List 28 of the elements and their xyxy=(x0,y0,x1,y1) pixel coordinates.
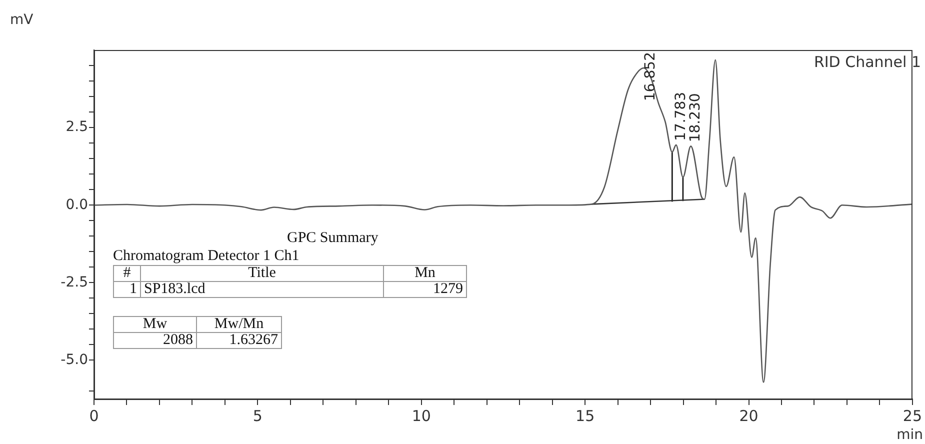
annotation: GPC Summary xyxy=(287,230,378,247)
annotation: 2088 xyxy=(114,332,196,348)
y-tick-label: 2.5 xyxy=(66,119,88,136)
x-tick-label: 0 xyxy=(89,406,99,425)
y-axis-title: mV xyxy=(10,12,34,28)
x-tick-label: 5 xyxy=(252,406,262,425)
x-tick-label: 25 xyxy=(902,406,922,425)
annotation: Mn xyxy=(384,265,466,282)
annotation: 1279 xyxy=(384,281,466,298)
annotation: SP183.lcd xyxy=(140,281,384,298)
annotation: 17.783 xyxy=(672,92,689,141)
annotation: Mw/Mn xyxy=(196,316,282,332)
annotation: Chromatogram Detector 1 Ch1 xyxy=(113,248,300,265)
annotation: RID Channel 1 xyxy=(814,53,921,71)
y-tick-label: 0.0 xyxy=(66,196,88,213)
annotation: 16.852 xyxy=(642,52,658,101)
annotation: Mw xyxy=(114,316,196,332)
y-tick-label: -5.0 xyxy=(60,352,88,368)
annotation: # xyxy=(114,265,140,282)
x-tick-label: 15 xyxy=(576,406,595,425)
x-tick-label: 20 xyxy=(739,406,758,425)
x-tick-label: 10 xyxy=(412,406,431,425)
y-tick-label: -2.5 xyxy=(60,274,88,290)
annotation: Title xyxy=(140,265,384,282)
x-axis-title: min xyxy=(896,427,923,443)
annotation: 1 xyxy=(114,281,140,298)
annotation: 18.230 xyxy=(687,93,704,142)
annotation: 1.63267 xyxy=(196,332,282,348)
